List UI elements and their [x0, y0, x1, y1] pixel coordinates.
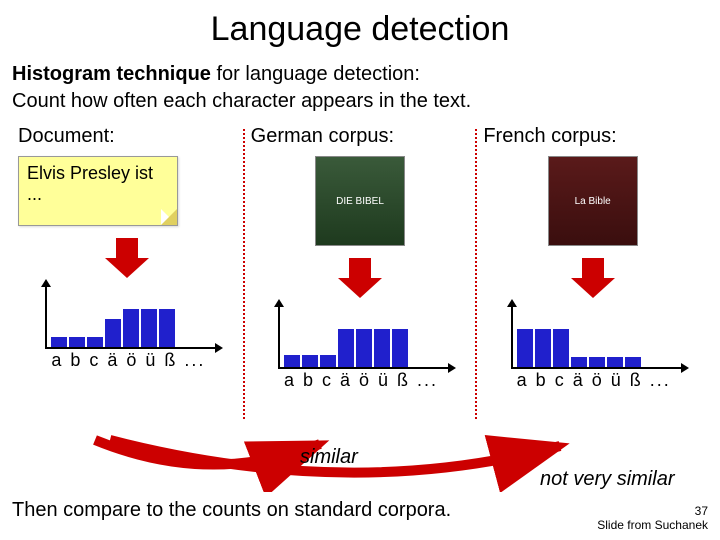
bar — [571, 357, 587, 367]
bar — [392, 329, 408, 367]
histogram-french: a b c ä ö ü ß ... — [503, 304, 683, 389]
document-note: Elvis Presley ist ... — [18, 156, 178, 226]
col-french: French corpus: La Bible a b c ä ö ü ß ..… — [477, 125, 708, 419]
bar — [320, 355, 336, 367]
bar — [625, 357, 641, 367]
intro-bold: Histogram technique — [12, 63, 211, 85]
footer: 37 Slide from Suchanek — [597, 504, 708, 532]
col-document: Document: Elvis Presley ist ... a b c ä … — [12, 125, 243, 419]
bars-document — [51, 309, 175, 347]
bar — [535, 329, 551, 367]
axis-x — [278, 367, 448, 369]
bar — [105, 319, 121, 347]
bar — [141, 309, 157, 347]
axis-y — [45, 287, 47, 347]
col-header-document: Document: — [12, 125, 115, 148]
axis-y — [511, 307, 513, 367]
bar — [123, 309, 139, 347]
down-arrow-icon — [571, 258, 615, 298]
down-arrow-icon — [338, 258, 382, 298]
bar — [517, 329, 533, 367]
bar — [553, 329, 569, 367]
histogram-document: a b c ä ö ü ß ... — [37, 284, 217, 369]
axis-x — [45, 347, 215, 349]
bar — [589, 357, 605, 367]
col-german: German corpus: DIE BIBEL a b c ä ö ü ß .… — [245, 125, 476, 419]
intro-block: Histogram technique for language detecti… — [0, 49, 720, 115]
bar — [338, 329, 354, 367]
bar — [51, 337, 67, 347]
attribution: Slide from Suchanek — [597, 518, 708, 532]
axis-y — [278, 307, 280, 367]
book-german: DIE BIBEL — [315, 156, 405, 246]
intro-rest: for language detection: — [211, 63, 420, 85]
axis-x — [511, 367, 681, 369]
axis-label-german: a b c ä ö ü ß ... — [284, 370, 438, 391]
histogram-german: a b c ä ö ü ß ... — [270, 304, 450, 389]
conclusion-text: Then compare to the counts on standard c… — [12, 499, 451, 522]
similar-label: similar — [300, 446, 358, 469]
document-note-text: Elvis Presley ist ... — [27, 163, 153, 204]
bar — [159, 309, 175, 347]
col-header-german: German corpus: — [245, 125, 394, 148]
bar — [374, 329, 390, 367]
page-title: Language detection — [0, 0, 720, 49]
bar — [69, 337, 85, 347]
bar — [356, 329, 372, 367]
col-header-french: French corpus: — [477, 125, 616, 148]
intro-line2: Count how often each character appears i… — [12, 88, 708, 115]
not-similar-label: not very similar — [540, 468, 674, 491]
columns: Document: Elvis Presley ist ... a b c ä … — [0, 115, 720, 419]
book-french: La Bible — [548, 156, 638, 246]
bars-french — [517, 329, 641, 367]
page-number: 37 — [597, 504, 708, 518]
intro-line1: Histogram technique for language detecti… — [12, 61, 708, 88]
axis-label-document: a b c ä ö ü ß ... — [51, 350, 205, 371]
bar — [87, 337, 103, 347]
bar — [607, 357, 623, 367]
axis-label-french: a b c ä ö ü ß ... — [517, 370, 671, 391]
down-arrow-icon — [105, 238, 149, 278]
note-fold — [161, 209, 177, 225]
bars-german — [284, 329, 408, 367]
bar — [302, 355, 318, 367]
bar — [284, 355, 300, 367]
